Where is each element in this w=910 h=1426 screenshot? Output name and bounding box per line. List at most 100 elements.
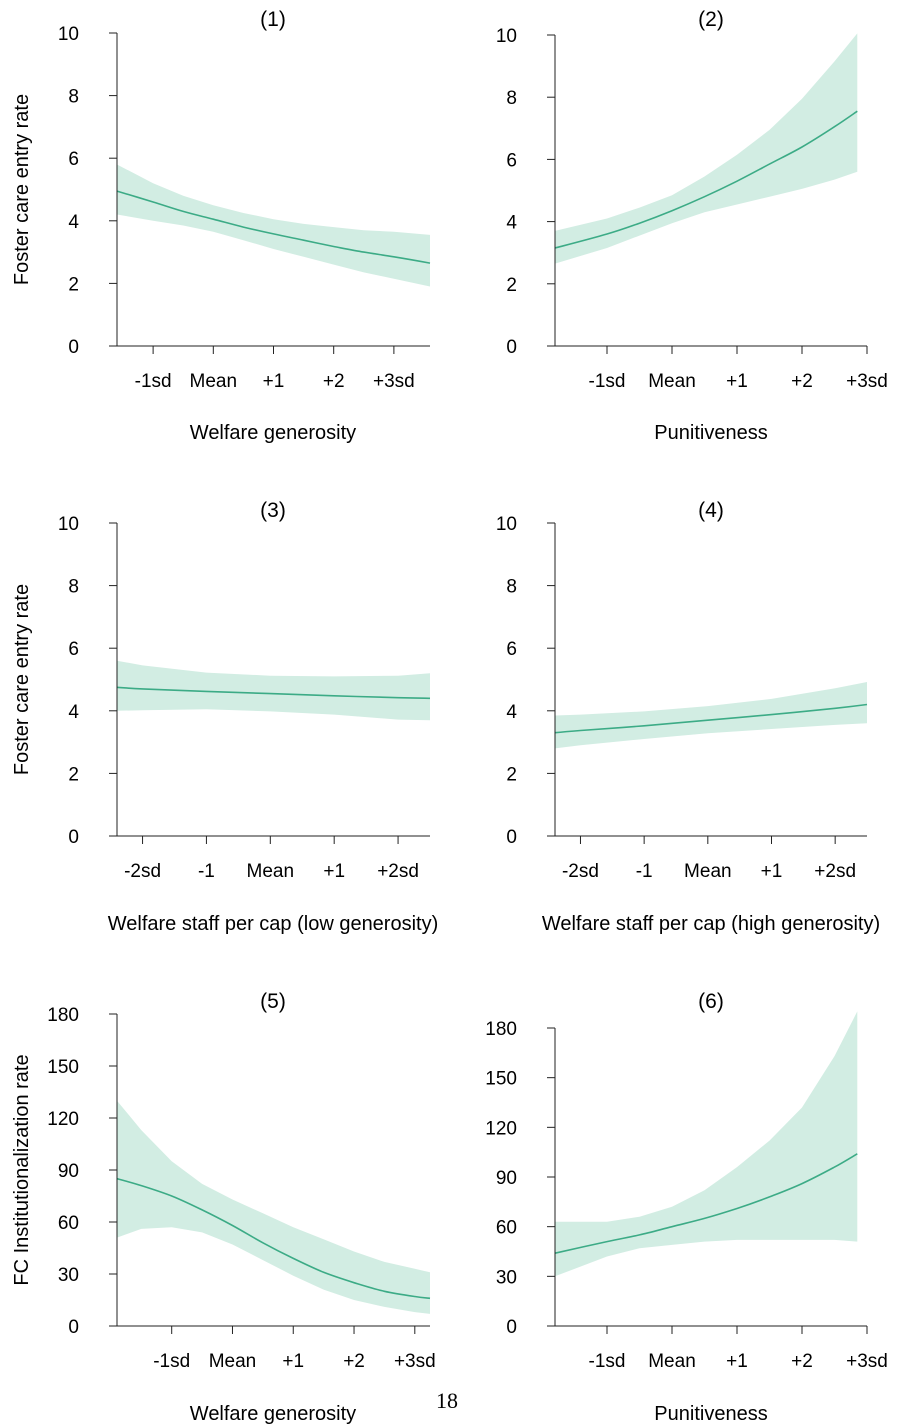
y-tick-label: 6 — [506, 150, 517, 171]
x-tick-label: +3sd — [394, 1351, 436, 1372]
x-tick-label: +1 — [761, 861, 783, 882]
x-tick-label: -2sd — [124, 861, 161, 882]
y-tick-label: 10 — [496, 26, 517, 47]
y-tick-label: 8 — [68, 87, 79, 108]
y-tick-label: 0 — [68, 827, 79, 848]
y-tick-label: 10 — [58, 24, 79, 45]
estimate-line — [554, 110, 858, 249]
x-tick-label: +2sd — [377, 861, 419, 882]
page-number: 18 — [436, 1388, 458, 1413]
y-tick-label: 30 — [58, 1265, 79, 1286]
y-tick-label: 10 — [58, 514, 79, 535]
y-axis-label: FC Institutionalization rate — [11, 1054, 33, 1285]
y-tick-label: 2 — [68, 764, 79, 785]
x-tick-label: Mean — [209, 1351, 257, 1372]
x-tick-label: +2 — [791, 1351, 813, 1372]
estimate-line — [554, 1153, 858, 1254]
x-tick-label: +1 — [323, 861, 345, 882]
y-tick-label: 150 — [485, 1069, 517, 1090]
chart-title: (6) — [698, 990, 724, 1013]
confidence-band — [555, 33, 858, 264]
x-axis-label: Welfare generosity — [190, 422, 356, 444]
x-tick-label: +3sd — [846, 371, 888, 392]
chart-title: (3) — [260, 499, 286, 522]
chart-panel-3: 0 2 4 6 8 10 -2sd -1 Mean +1 +2sd (3) Welfare staff … — [11, 499, 438, 935]
estimate-line — [554, 703, 868, 734]
confidence-band — [555, 682, 867, 749]
y-tick-label: 10 — [496, 514, 517, 535]
y-tick-label: 150 — [47, 1057, 79, 1078]
y-tick-label: 30 — [496, 1267, 517, 1288]
confidence-band — [555, 1011, 858, 1277]
x-tick-label: Mean — [247, 861, 295, 882]
y-tick-label: 60 — [496, 1218, 517, 1239]
x-axis-label: Welfare staff per cap (high generosity) — [542, 913, 880, 935]
estimate-line — [116, 686, 431, 700]
y-tick-label: 180 — [47, 1005, 79, 1026]
x-tick-label: Mean — [648, 371, 696, 392]
chart-panel-5: 0 30 60 90 120 150 180 -1sd Mean +1 +2 +3sd (5) Welfa… — [11, 990, 436, 1425]
x-axis-label: Welfare generosity — [190, 1403, 356, 1425]
y-tick-label: 6 — [506, 639, 517, 660]
y-tick-label: 6 — [68, 639, 79, 660]
y-tick-label: 120 — [47, 1109, 79, 1130]
y-axis-label: Foster care entry rate — [11, 94, 33, 285]
chart-panel-2: 0 2 4 6 8 10 -1sd Mean +1 +2 +3sd (2) Punitiveness — [496, 8, 888, 444]
chart-title: (1) — [260, 8, 286, 31]
x-tick-label: +2 — [791, 371, 813, 392]
confidence-band — [117, 1100, 430, 1314]
x-tick-label: Mean — [190, 371, 238, 392]
x-tick-label: -2sd — [562, 861, 599, 882]
confidence-band — [117, 660, 430, 721]
x-tick-label: -1 — [636, 861, 653, 882]
y-tick-label: 2 — [68, 274, 79, 295]
x-axis-label: Punitiveness — [654, 1403, 767, 1425]
x-tick-label: +1 — [263, 371, 285, 392]
x-tick-label: Mean — [648, 1351, 696, 1372]
y-axis-label: Foster care entry rate — [11, 584, 33, 775]
chart-panel-6: 0 30 60 90 120 150 180 -1sd Mean +1 +2 +3sd (6) Punit… — [485, 990, 888, 1425]
x-axis-label: Punitiveness — [654, 422, 767, 444]
estimate-line — [116, 1177, 431, 1300]
chart-title: (2) — [698, 8, 724, 31]
x-tick-label: -1 — [198, 861, 215, 882]
y-tick-label: 8 — [68, 577, 79, 598]
y-tick-label: 180 — [485, 1019, 517, 1040]
chart-title: (5) — [260, 990, 286, 1013]
chart-panel-4: 0 2 4 6 8 10 -2sd -1 Mean +1 +2sd (4) Welfare staff … — [496, 499, 880, 935]
x-tick-label: +2 — [343, 1351, 365, 1372]
chart-panel-1: 0 2 4 6 8 10 -1sd Mean +1 +2 +3sd (1) Welfare genero… — [11, 8, 431, 444]
y-tick-label: 0 — [68, 1317, 79, 1338]
x-tick-label: +1 — [726, 1351, 748, 1372]
y-tick-label: 4 — [68, 212, 79, 233]
estimate-line — [116, 190, 431, 264]
y-tick-label: 0 — [506, 337, 517, 358]
x-tick-label: +1 — [726, 371, 748, 392]
x-tick-label: +2sd — [814, 861, 856, 882]
x-tick-label: +2 — [323, 371, 345, 392]
y-tick-label: 90 — [496, 1168, 517, 1189]
x-tick-label: Mean — [684, 861, 732, 882]
x-tick-label: +1 — [282, 1351, 304, 1372]
y-tick-label: 120 — [485, 1118, 517, 1139]
x-tick-label: -1sd — [589, 371, 626, 392]
y-tick-label: 90 — [58, 1161, 79, 1182]
y-tick-label: 8 — [506, 577, 517, 598]
y-tick-label: 2 — [506, 275, 517, 296]
x-tick-label: -1sd — [589, 1351, 626, 1372]
chart-title: (4) — [698, 499, 724, 522]
y-tick-label: 4 — [506, 213, 517, 234]
y-tick-label: 0 — [506, 1317, 517, 1338]
y-tick-label: 2 — [506, 764, 517, 785]
x-tick-label: +3sd — [846, 1351, 888, 1372]
y-tick-label: 8 — [506, 88, 517, 109]
x-tick-label: -1sd — [153, 1351, 190, 1372]
confidence-band — [117, 164, 430, 287]
x-axis-label: Welfare staff per cap (low generosity) — [108, 913, 439, 935]
y-tick-label: 6 — [68, 149, 79, 170]
y-tick-label: 60 — [58, 1213, 79, 1234]
y-tick-label: 0 — [68, 337, 79, 358]
y-tick-label: 0 — [506, 827, 517, 848]
y-tick-label: 4 — [68, 702, 79, 723]
